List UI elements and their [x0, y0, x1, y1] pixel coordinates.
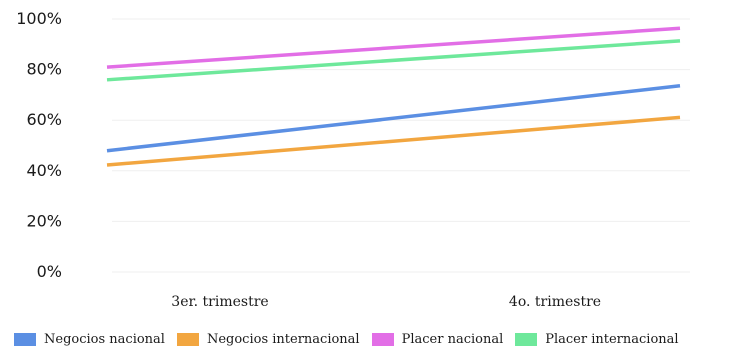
legend-swatch: [176, 332, 199, 346]
x-tick-label: 3er. trimestre: [171, 294, 268, 310]
y-tick-label: 80%: [26, 60, 62, 79]
series-line-1: [106, 84, 681, 153]
legend-label: Placer internacional: [545, 331, 679, 347]
y-axis: 0% 20% 40% 60% 80% 100%: [16, 9, 62, 281]
legend-label: Placer nacional: [401, 331, 504, 347]
legend: Negocios nacional Negocios internacional P…: [14, 328, 679, 350]
legend-swatch: [371, 332, 394, 346]
y-tick-label: 60%: [26, 110, 62, 129]
legend-label: Negocios nacional: [44, 331, 165, 347]
x-axis: 3er. trimestre 4o. trimestre: [171, 294, 601, 310]
y-tick-label: 100%: [16, 9, 62, 28]
series-line-3: [106, 26, 681, 69]
y-tick-label: 20%: [26, 211, 62, 230]
y-tick-label: 40%: [26, 161, 62, 180]
legend-item: Placer nacional: [371, 331, 504, 347]
legend-item: Negocios nacional: [14, 332, 165, 347]
y-tick-label: 0%: [37, 262, 62, 281]
series-lines: [106, 26, 681, 167]
legend-swatch: [515, 332, 538, 346]
series-line-2: [106, 115, 681, 167]
legend-swatch: [14, 332, 36, 346]
series-line-4: [106, 39, 681, 82]
legend-label: Negocios internacional: [206, 331, 360, 347]
x-tick-label: 4o. trimestre: [509, 294, 601, 310]
legend-item: Negocios internacional: [176, 331, 360, 347]
legend-item: Placer internacional: [515, 331, 679, 347]
gridlines: [112, 18, 690, 273]
